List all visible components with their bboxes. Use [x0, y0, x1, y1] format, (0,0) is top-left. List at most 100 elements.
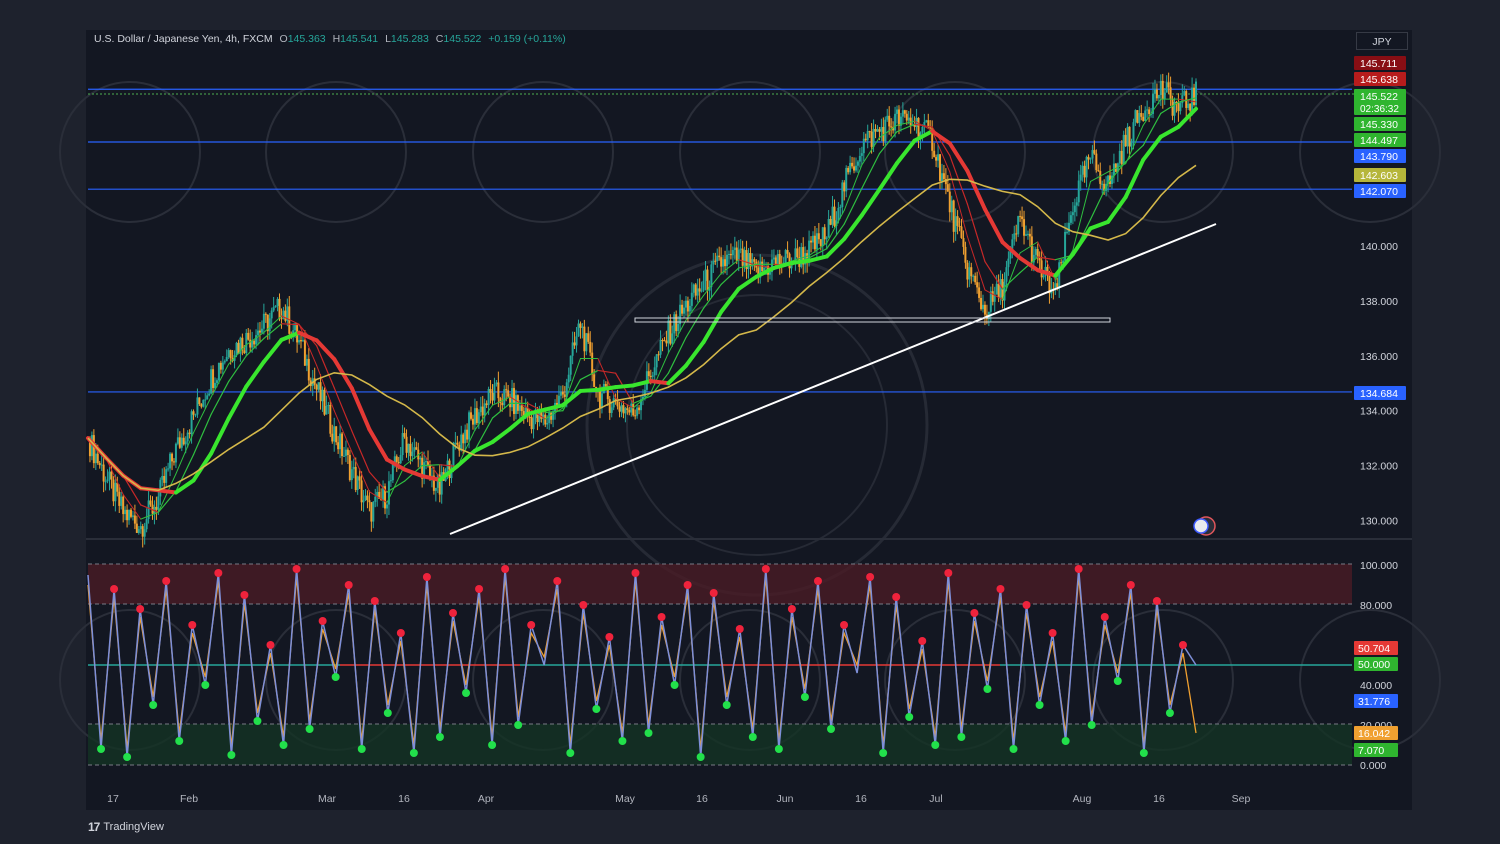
candle-body [1023, 219, 1026, 236]
candle-body [110, 471, 113, 480]
candle-body [466, 429, 469, 440]
moving-average-mid [1177, 97, 1197, 103]
candle-body [679, 304, 682, 325]
candle-body [640, 399, 643, 411]
oscillator-tick-label: 80.000 [1360, 600, 1392, 612]
moving-average-main [578, 387, 601, 393]
candle-body [933, 150, 936, 158]
currency-button[interactable]: JPY [1356, 32, 1408, 50]
candle-body [847, 167, 850, 173]
candle-body [1189, 103, 1192, 111]
candle-body [294, 323, 297, 331]
moving-average-main [930, 129, 952, 146]
candle-body [1093, 150, 1096, 154]
candle-body [245, 332, 248, 354]
candle-body [141, 526, 144, 537]
candle-body [262, 313, 265, 329]
moving-average-main [719, 286, 741, 314]
candle-body [1026, 233, 1029, 235]
buy-signal-dot [409, 749, 418, 757]
candle-body [702, 280, 705, 291]
watermark-seal-icon [585, 253, 929, 597]
oscillator-axis-label: 50.704 [1354, 641, 1398, 655]
tradingview-brand[interactable]: 17 TradingView [88, 820, 164, 834]
candle-body [137, 529, 140, 533]
moving-average-main [1018, 256, 1040, 273]
candle-body [917, 117, 920, 139]
candle-body [958, 225, 961, 227]
candle-body [581, 326, 584, 328]
moving-average-mid [1125, 144, 1144, 163]
candle-body [278, 298, 281, 319]
candle-body [513, 388, 516, 414]
oscillator-label-badge [1354, 694, 1398, 708]
moving-average-main [613, 383, 636, 390]
sell-signal-dot [605, 633, 614, 641]
candle-body [972, 275, 975, 277]
candle-body [950, 200, 953, 213]
oversold-zone [88, 724, 1352, 765]
candle-body [131, 515, 134, 517]
watermark-seal-icon [59, 81, 201, 223]
candle-body [983, 304, 986, 315]
candle-body [913, 125, 916, 127]
oscillator-axis-labels: 50.704 50.000 31.776 16.042 7.070 [1354, 641, 1398, 757]
moving-average-main [1106, 195, 1128, 224]
candle-body [817, 233, 820, 240]
candle-body [286, 306, 289, 321]
candle-body [518, 405, 521, 411]
candle-body [968, 267, 971, 280]
candle-body [862, 138, 865, 154]
moving-average-mid [896, 123, 916, 133]
candle-body [464, 429, 467, 444]
candle-body [690, 292, 693, 306]
candle-body [161, 476, 164, 480]
price-label-badge [1354, 56, 1406, 70]
symbol-title[interactable]: U.S. Dollar / Japanese Yen, 4h, FXCM [94, 33, 273, 45]
candle-body [671, 333, 674, 344]
candle-body [493, 384, 496, 401]
candle-body [649, 375, 652, 377]
candle-body [215, 380, 218, 383]
candle-body [1165, 82, 1168, 93]
moving-average-main [543, 403, 565, 412]
moving-average-main [1035, 268, 1058, 278]
sell-signal-dot [944, 569, 953, 577]
candle-body [1079, 174, 1082, 181]
candle-body [171, 453, 174, 462]
chart-panel[interactable] [86, 30, 1412, 810]
candle-body [370, 502, 373, 522]
candle-body [247, 332, 250, 340]
candle-body [858, 155, 861, 162]
moving-average-fast [333, 410, 353, 453]
candle-body [616, 398, 619, 407]
buy-signal-dot [1113, 677, 1122, 685]
candle-body [428, 465, 431, 477]
buy-signal-dot [383, 709, 392, 717]
candle-body [819, 239, 822, 246]
candle-body [331, 433, 334, 442]
candle-body [544, 414, 547, 425]
candle-body [860, 153, 863, 156]
event-flag-icon[interactable] [1193, 516, 1216, 536]
buy-signal-dot [800, 693, 809, 701]
moving-average-mid [1107, 161, 1127, 184]
candle-body [714, 260, 717, 262]
candle-body [337, 442, 340, 450]
candle-body [219, 362, 222, 370]
candle-body [698, 288, 701, 292]
candle-body [1013, 233, 1016, 240]
moving-average-main [1141, 134, 1163, 162]
candle-body [354, 466, 357, 491]
candle-body [659, 340, 662, 355]
price-axis-ticks: 140.000 138.000 136.000 134.000 132.000 130.0… [1360, 241, 1398, 528]
candle-body [831, 206, 834, 225]
low-label: L [385, 33, 391, 45]
candle-body [849, 162, 852, 173]
moving-average-main [560, 388, 583, 408]
candle-body [532, 418, 535, 430]
candle-body [970, 267, 973, 277]
candle-body [841, 182, 844, 207]
